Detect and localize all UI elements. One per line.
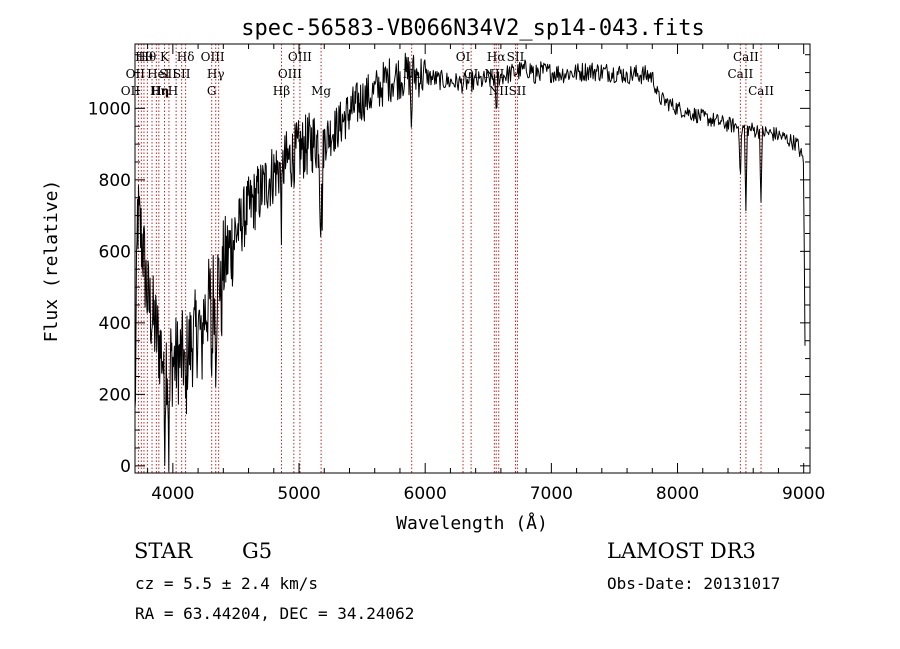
y-tick-label-0: 0 bbox=[120, 457, 131, 477]
line-label-26: SII bbox=[509, 84, 527, 98]
line-label-6: Hη bbox=[150, 84, 168, 98]
line-label-22: NII bbox=[484, 67, 504, 81]
line-label-23: Hα bbox=[487, 50, 506, 64]
object-subclass: G5 bbox=[242, 539, 273, 563]
line-label-25: SII bbox=[507, 50, 525, 64]
line-label-13: Hγ bbox=[207, 67, 225, 81]
line-label-19: Na bbox=[403, 67, 421, 81]
line-label-15: Hβ bbox=[273, 84, 290, 98]
y-tick-label-5: 1000 bbox=[88, 99, 131, 119]
x-tick-label-2: 6000 bbox=[404, 484, 447, 504]
line-label-24: NII bbox=[489, 84, 509, 98]
spectrum-series bbox=[134, 52, 806, 472]
object-class: STAR bbox=[134, 539, 193, 563]
line-label-4: Hη bbox=[151, 84, 169, 98]
x-axis-label: Wavelength (Å) bbox=[396, 512, 548, 534]
x-tick-label-0: 4000 bbox=[151, 484, 194, 504]
line-label-29: CaII bbox=[748, 84, 774, 98]
line-label-10: SII bbox=[173, 67, 191, 81]
line-label-21: OI bbox=[464, 67, 479, 81]
line-label-16: OIII bbox=[278, 67, 302, 81]
chart-title: spec-56583-VB066N34V2_sp14-043.fits bbox=[241, 16, 705, 41]
survey-name: LAMOST DR3 bbox=[607, 539, 756, 563]
line-label-8: H bbox=[168, 84, 178, 98]
line-label-11: Hδ bbox=[177, 50, 195, 64]
line-label-27: CaII bbox=[727, 67, 753, 81]
coordinates: RA = 63.44204, DEC = 34.24062 bbox=[135, 604, 415, 623]
line-label-3: Hθ bbox=[139, 50, 157, 64]
line-label-14: OIII bbox=[201, 50, 225, 64]
y-tick-label-4: 800 bbox=[99, 171, 131, 191]
plot-frame bbox=[134, 43, 811, 474]
y-tick-label-2: 400 bbox=[99, 314, 131, 334]
y-tick-label-1: 200 bbox=[99, 385, 131, 405]
line-label-0: OII bbox=[121, 84, 141, 98]
line-label-20: OI bbox=[456, 50, 471, 64]
y-tick-label-3: 600 bbox=[99, 242, 131, 262]
line-label-17: OIII bbox=[288, 50, 312, 64]
line-label-2: Hθ bbox=[135, 50, 153, 64]
line-label-28: CaII bbox=[733, 50, 759, 64]
plot-axes: 4000 5000 6000 7000 8000 9000 0 200 400 600 800 100… bbox=[88, 43, 825, 504]
line-label-12: G bbox=[207, 84, 217, 98]
observation-date: Obs-Date: 20131017 bbox=[607, 574, 781, 593]
line-label-9: SII bbox=[159, 67, 177, 81]
spectral-line-labels: OIIOIIHθHθHηHeIHηKHSIISIIHδGHγOIIIHβOIII… bbox=[121, 50, 774, 98]
x-tick-label-3: 7000 bbox=[530, 484, 573, 504]
line-label-7: K bbox=[160, 50, 170, 64]
spectrum-line bbox=[134, 52, 806, 472]
line-label-5: HeI bbox=[147, 67, 170, 81]
x-tick-label-4: 8000 bbox=[656, 484, 699, 504]
line-label-18: Mg bbox=[311, 84, 331, 98]
redshift-value: cz = 5.5 ± 2.4 km/s bbox=[135, 574, 319, 593]
x-tick-label-5: 9000 bbox=[782, 484, 825, 504]
x-tick-label-1: 5000 bbox=[277, 484, 320, 504]
y-axis-label: Flux (relative) bbox=[41, 180, 62, 343]
